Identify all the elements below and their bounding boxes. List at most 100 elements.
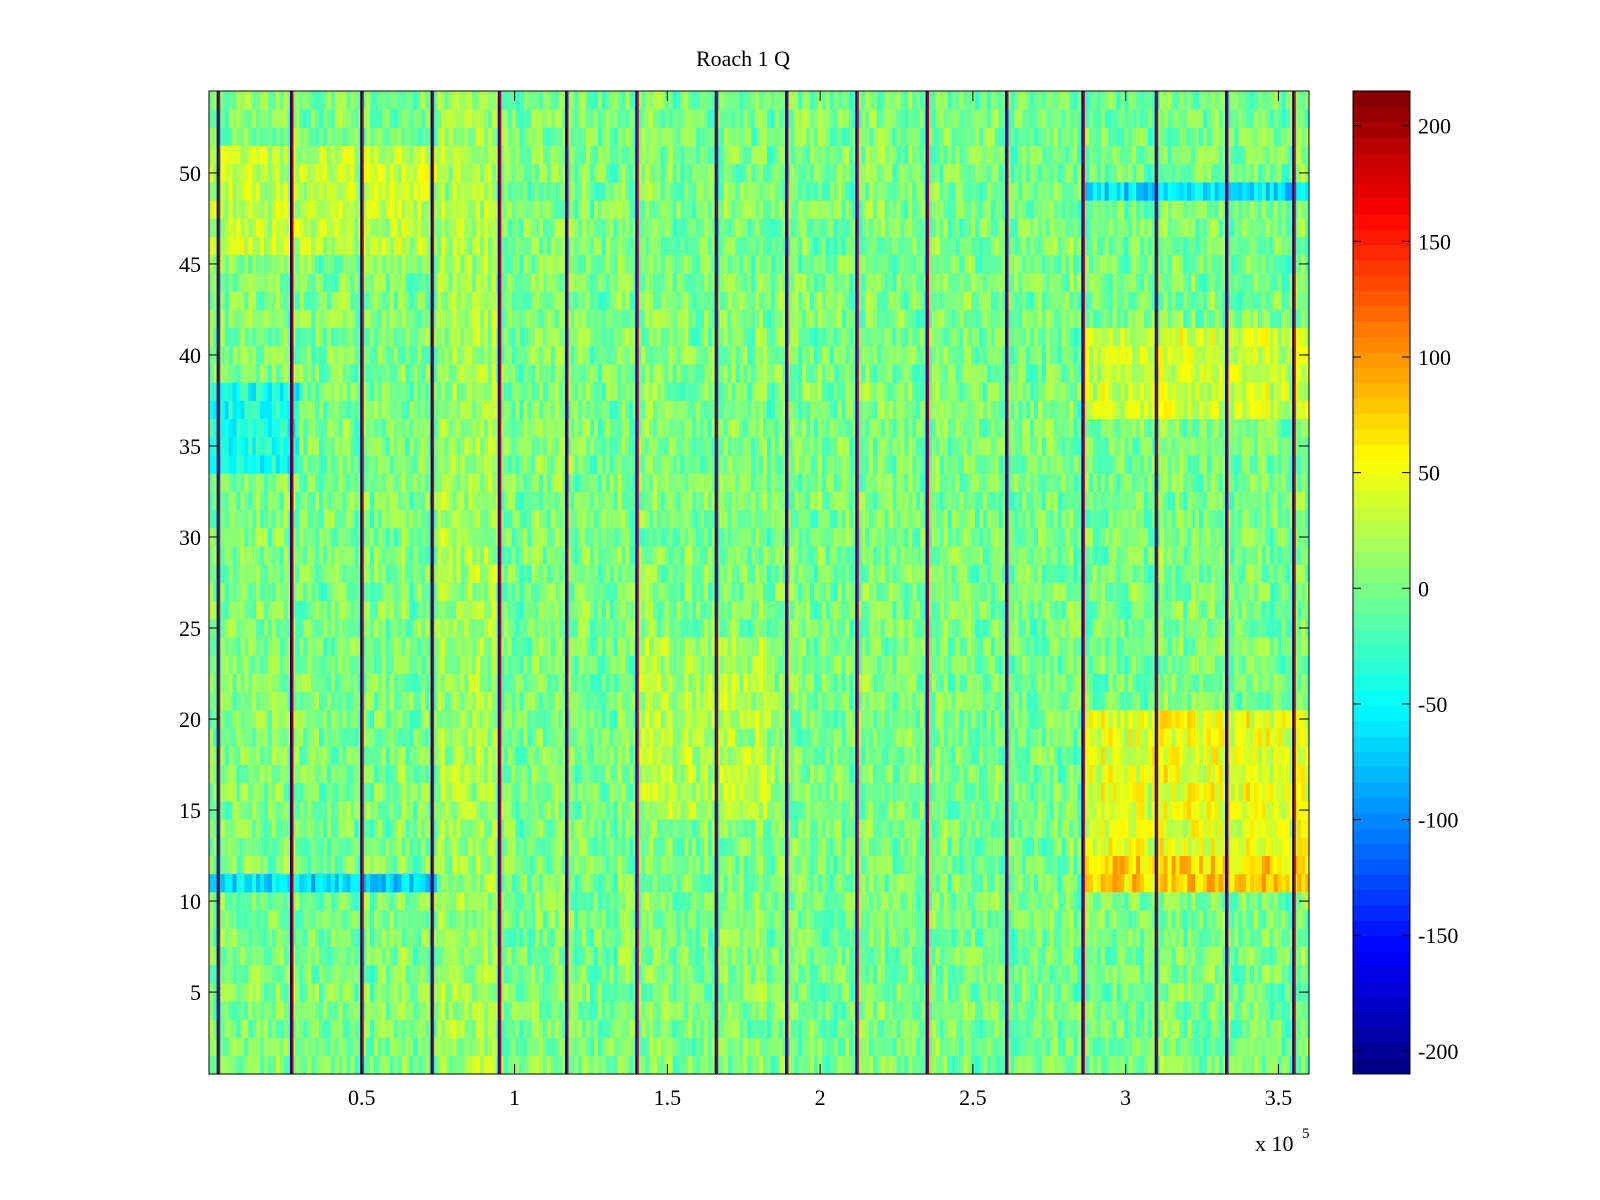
heatmap-cell bbox=[515, 600, 520, 620]
heatmap-cell bbox=[283, 273, 288, 292]
heatmap-cell bbox=[228, 200, 233, 219]
heatmap-cell bbox=[527, 436, 532, 456]
heatmap-cell bbox=[334, 273, 340, 292]
heatmap-cell bbox=[311, 1001, 316, 1020]
heatmap-cell bbox=[499, 782, 505, 802]
heatmap-cell bbox=[503, 564, 508, 583]
heatmap-cell bbox=[452, 91, 457, 110]
heatmap-cell bbox=[267, 891, 273, 911]
heatmap-cell bbox=[319, 964, 324, 984]
heatmap-cell bbox=[212, 928, 218, 947]
heatmap-cell bbox=[330, 964, 336, 984]
heatmap-cell bbox=[374, 928, 379, 947]
heatmap-cell bbox=[256, 509, 261, 529]
heatmap-cell bbox=[307, 1001, 312, 1020]
heatmap-cell bbox=[252, 291, 257, 310]
heatmap-cell bbox=[271, 473, 277, 492]
heatmap-cell bbox=[287, 946, 292, 966]
heatmap-cell bbox=[519, 891, 524, 911]
heatmap-cell bbox=[330, 728, 336, 747]
heatmap-cell bbox=[256, 600, 261, 620]
heatmap-cell bbox=[264, 1055, 269, 1075]
heatmap-cell bbox=[228, 709, 233, 729]
heatmap-cell bbox=[240, 873, 245, 893]
heatmap-cell bbox=[385, 109, 391, 128]
heatmap-cell bbox=[319, 709, 324, 729]
heatmap-cell bbox=[440, 400, 446, 420]
heatmap-cell bbox=[401, 364, 406, 383]
heatmap-cell bbox=[550, 746, 556, 765]
heatmap-cell bbox=[244, 163, 249, 183]
heatmap-cell bbox=[499, 1037, 505, 1057]
heatmap-cell bbox=[425, 509, 430, 529]
heatmap-cell bbox=[452, 273, 457, 292]
heatmap-cell bbox=[256, 819, 261, 838]
heatmap-cell bbox=[503, 291, 508, 310]
heatmap-cell bbox=[291, 1001, 296, 1020]
heatmap-cell bbox=[460, 910, 465, 929]
heatmap-cell bbox=[291, 891, 296, 911]
heatmap-cell bbox=[491, 91, 497, 110]
heatmap-cell bbox=[264, 218, 269, 238]
heatmap-cell bbox=[342, 200, 347, 219]
heatmap-cell bbox=[436, 618, 442, 638]
heatmap-cell bbox=[374, 109, 379, 128]
heatmap-cell bbox=[405, 691, 410, 711]
heatmap-cell bbox=[550, 127, 556, 147]
chart-title: Roach 1 Q bbox=[696, 46, 790, 71]
heatmap-cell bbox=[220, 1055, 226, 1075]
heatmap-cell bbox=[405, 964, 410, 984]
heatmap-cell bbox=[338, 1019, 343, 1038]
heatmap-cell bbox=[307, 491, 312, 511]
heatmap-cell bbox=[240, 327, 245, 347]
heatmap-cell bbox=[224, 910, 230, 929]
heatmap-cell bbox=[374, 982, 379, 1002]
heatmap-cell bbox=[248, 691, 253, 711]
heatmap-cell bbox=[346, 400, 351, 420]
heatmap-cell bbox=[491, 891, 497, 911]
heatmap-cell bbox=[244, 182, 249, 201]
heatmap-cell bbox=[409, 182, 414, 201]
heatmap-cell bbox=[554, 891, 560, 911]
heatmap-cell bbox=[295, 455, 300, 474]
heatmap-cell bbox=[303, 655, 308, 674]
heatmap-cell bbox=[232, 91, 237, 110]
heatmap-cell bbox=[523, 527, 528, 547]
heatmap-cell bbox=[421, 600, 426, 620]
heatmap-cell bbox=[417, 891, 422, 911]
heatmap-cell bbox=[480, 491, 485, 511]
heatmap-cell bbox=[562, 928, 567, 947]
heatmap-cell bbox=[319, 309, 324, 329]
heatmap-cell bbox=[397, 800, 402, 820]
heatmap-cell bbox=[385, 345, 391, 365]
heatmap-cell bbox=[291, 509, 296, 529]
heatmap-cell bbox=[377, 254, 383, 274]
heatmap-cell bbox=[381, 964, 387, 984]
heatmap-cell bbox=[519, 182, 524, 201]
heatmap-cell bbox=[523, 309, 528, 329]
heatmap-cell bbox=[460, 436, 465, 456]
heatmap-cell bbox=[464, 491, 469, 511]
heatmap-cell bbox=[527, 1019, 532, 1038]
heatmap-cell bbox=[264, 327, 269, 347]
heatmap-cell bbox=[472, 309, 477, 329]
heatmap-cell bbox=[303, 309, 308, 329]
heatmap-cell bbox=[421, 491, 426, 511]
heatmap-cell bbox=[220, 254, 226, 274]
heatmap-cell bbox=[236, 618, 241, 638]
heatmap-cell bbox=[385, 673, 391, 693]
heatmap-cell bbox=[330, 873, 336, 893]
heatmap-cell bbox=[527, 691, 532, 711]
heatmap-cell bbox=[542, 1055, 548, 1075]
heatmap-cell bbox=[535, 873, 540, 893]
heatmap-cell bbox=[264, 91, 269, 110]
heatmap-cell bbox=[558, 600, 563, 620]
heatmap-cell bbox=[570, 928, 575, 947]
heatmap-cell bbox=[515, 91, 520, 110]
heatmap-cell bbox=[377, 546, 383, 565]
heatmap-cell bbox=[452, 364, 457, 383]
heatmap-cell bbox=[377, 618, 383, 638]
heatmap-cell bbox=[334, 819, 340, 838]
heatmap-cell bbox=[279, 728, 285, 747]
heatmap-cell bbox=[307, 163, 312, 183]
